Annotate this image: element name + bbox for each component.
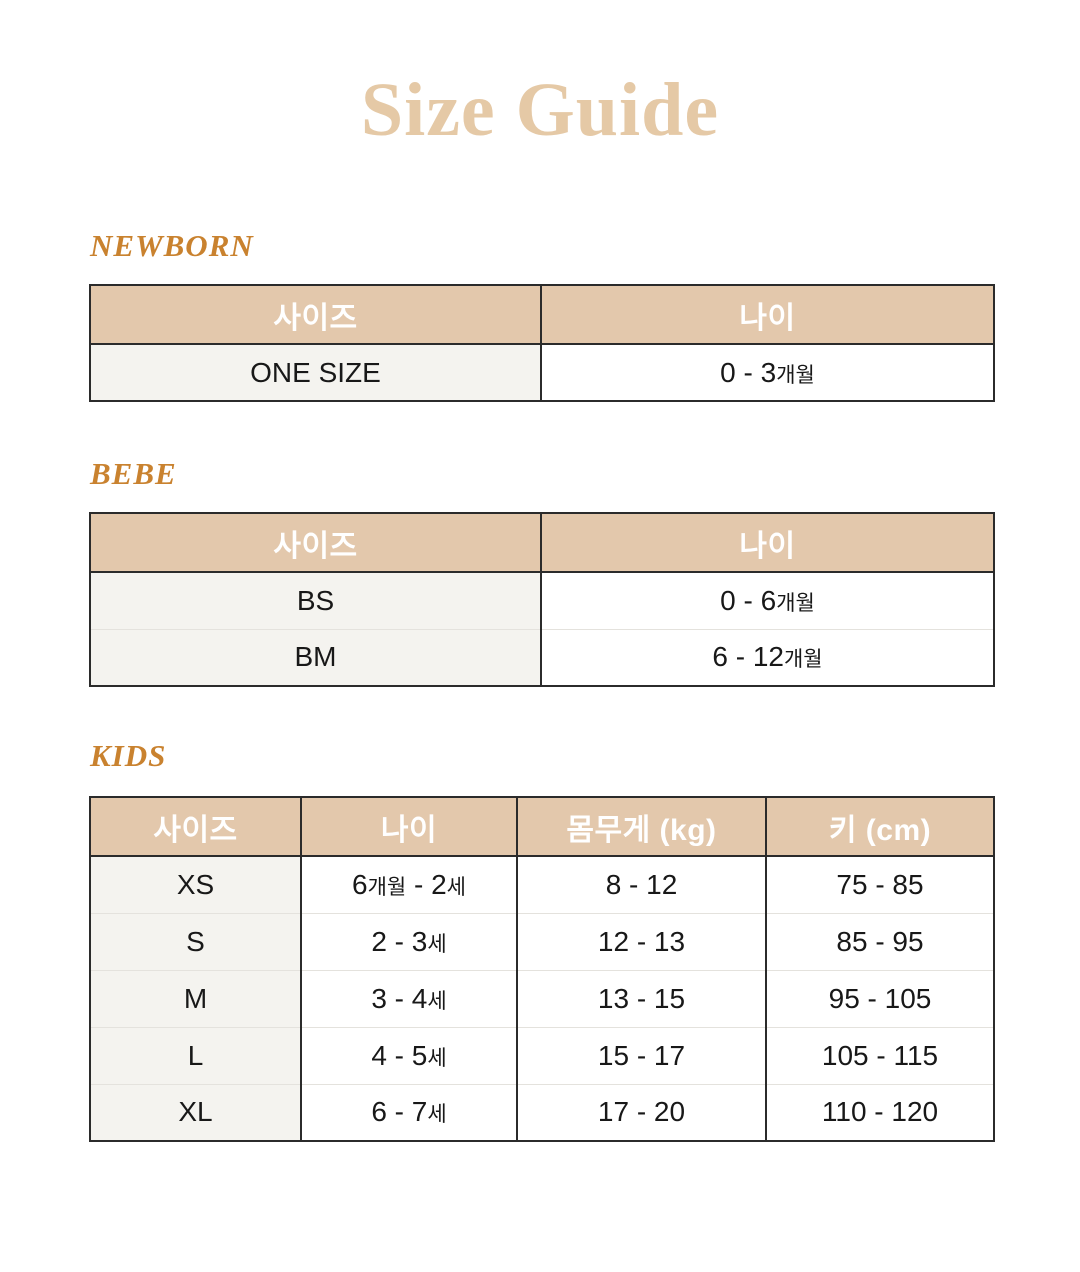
section-heading-newborn: NEWBORN	[90, 228, 254, 263]
unit-suffix: 개월	[776, 363, 815, 387]
column-header-size: 사이즈	[90, 797, 301, 857]
column-header-size: 사이즈	[90, 285, 541, 345]
cell-age: 0 - 3개월	[540, 344, 994, 401]
unit-suffix: 세	[427, 932, 447, 956]
table-header-kids: 사이즈 나이 몸무게 (kg) 키 (cm)	[90, 797, 994, 857]
unit-suffix: 세	[427, 989, 447, 1013]
page-title: Size Guide	[360, 68, 720, 152]
cell-age: 6 - 7세	[300, 1083, 517, 1141]
section-heading-kids: KIDS	[90, 738, 167, 773]
column-header-age: 나이	[300, 797, 517, 857]
cell-height: 110 - 120	[765, 1083, 994, 1141]
cell-age: 6 - 12개월	[540, 628, 994, 686]
size-table-bebe: 사이즈 나이 BS 0 - 6개월 BM 6 - 12개월	[89, 512, 995, 687]
cell-size: ONE SIZE	[90, 344, 541, 401]
cell-size: BM	[90, 628, 541, 686]
table-row: BS 0 - 6개월	[90, 572, 994, 629]
table-header-row: 사이즈 나이 몸무게 (kg) 키 (cm)	[90, 797, 994, 857]
unit-suffix: 개월	[367, 875, 407, 899]
table-header-row: 사이즈 나이	[90, 285, 994, 345]
table-row: XS 6개월 - 2세 8 - 12 75 - 85	[90, 856, 994, 913]
unit-suffix: 세	[446, 875, 466, 899]
cell-size: S	[90, 912, 301, 970]
cell-size: BS	[90, 572, 541, 629]
cell-weight: 8 - 12	[516, 856, 766, 913]
cell-size: L	[90, 1026, 301, 1084]
table-body-newborn: ONE SIZE 0 - 3개월	[90, 344, 994, 401]
table-header-row: 사이즈 나이	[90, 513, 994, 573]
table-row: S 2 - 3세 12 - 13 85 - 95	[90, 912, 994, 970]
unit-suffix: 세	[427, 1103, 447, 1127]
cell-age: 2 - 3세	[300, 912, 517, 970]
table-row: M 3 - 4세 13 - 15 95 - 105	[90, 969, 994, 1027]
size-table-newborn: 사이즈 나이 ONE SIZE 0 - 3개월	[89, 284, 995, 402]
column-header-size: 사이즈	[90, 513, 541, 573]
cell-age: 4 - 5세	[300, 1026, 517, 1084]
cell-weight: 15 - 17	[516, 1026, 766, 1084]
cell-height: 85 - 95	[765, 912, 994, 970]
table-row: XL 6 - 7세 17 - 20 110 - 120	[90, 1083, 994, 1141]
cell-size: M	[90, 969, 301, 1027]
cell-weight: 12 - 13	[516, 912, 766, 970]
cell-weight: 13 - 15	[516, 969, 766, 1027]
cell-age: 6개월 - 2세	[300, 856, 517, 913]
cell-height: 75 - 85	[765, 856, 994, 913]
column-header-age: 나이	[540, 513, 994, 573]
cell-age: 0 - 6개월	[540, 572, 994, 629]
section-heading-bebe: BEBE	[90, 456, 177, 491]
column-header-height: 키 (cm)	[765, 797, 994, 857]
cell-size: XL	[90, 1083, 301, 1141]
table-row: L 4 - 5세 15 - 17 105 - 115	[90, 1026, 994, 1084]
table-body-kids: XS 6개월 - 2세 8 - 12 75 - 85 S 2 - 3세 12 -…	[90, 856, 994, 1141]
unit-suffix: 개월	[776, 591, 815, 615]
unit-suffix: 개월	[783, 648, 823, 672]
column-header-weight: 몸무게 (kg)	[516, 797, 766, 857]
table-header-newborn: 사이즈 나이	[90, 285, 994, 345]
table-body-bebe: BS 0 - 6개월 BM 6 - 12개월	[90, 572, 994, 686]
size-table-kids: 사이즈 나이 몸무게 (kg) 키 (cm) XS 6개월 - 2세 8 - 1…	[89, 796, 995, 1142]
cell-height: 95 - 105	[765, 969, 994, 1027]
cell-age: 3 - 4세	[300, 969, 517, 1027]
cell-height: 105 - 115	[765, 1026, 994, 1084]
unit-suffix: 세	[427, 1046, 447, 1070]
cell-size: XS	[90, 856, 301, 913]
table-header-bebe: 사이즈 나이	[90, 513, 994, 573]
table-row: BM 6 - 12개월	[90, 628, 994, 686]
table-row: ONE SIZE 0 - 3개월	[90, 344, 994, 401]
column-header-age: 나이	[540, 285, 994, 345]
cell-weight: 17 - 20	[516, 1083, 766, 1141]
